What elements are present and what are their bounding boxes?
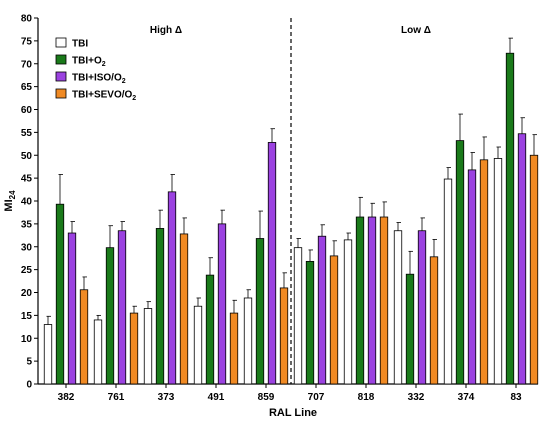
bar (529, 154, 539, 385)
bar (417, 230, 427, 385)
bar (393, 230, 403, 385)
bar (43, 324, 53, 385)
y-tick-label: 25 (21, 265, 33, 276)
bar (279, 287, 289, 385)
y-axis-title: MI24 (3, 190, 17, 212)
bar (179, 233, 189, 385)
x-tick-label: 332 (408, 392, 425, 403)
bar (467, 169, 477, 385)
bar (305, 260, 315, 385)
bar (343, 239, 353, 385)
region-label: Low Δ (401, 25, 431, 36)
y-tick-label: 65 (21, 82, 33, 93)
bar (93, 319, 103, 385)
legend-swatch (55, 71, 67, 82)
y-tick-label: 80 (21, 14, 33, 25)
x-tick-label: 707 (308, 392, 325, 403)
x-tick-label: 373 (158, 392, 175, 403)
bar (167, 191, 177, 385)
y-tick-label: 45 (21, 174, 33, 185)
y-tick-label: 20 (21, 288, 33, 299)
x-tick-label: 761 (108, 392, 125, 403)
bar (129, 312, 139, 385)
bar (67, 232, 77, 385)
bar (443, 178, 453, 385)
bar (117, 230, 127, 385)
bar (79, 289, 89, 385)
x-tick-label: 491 (208, 392, 225, 403)
bar (155, 228, 165, 385)
bar (55, 203, 65, 385)
y-tick-label: 10 (21, 334, 33, 345)
x-tick-label: 382 (58, 392, 75, 403)
bar (243, 297, 253, 385)
y-tick-label: 15 (21, 311, 33, 322)
legend-swatch (55, 37, 67, 48)
bar (105, 247, 115, 385)
bar (329, 255, 339, 385)
labels: 0 5 10 15 20 25 30 35 40 45 50 55 60 65 70 75 80 MI24 RAL … (3, 14, 522, 420)
bar (317, 235, 327, 385)
bar (255, 238, 265, 385)
x-axis-title: RAL Line (269, 407, 317, 419)
legend-label: TBI+SEVO/O2 (72, 90, 136, 103)
x-tick-label: 83 (510, 392, 522, 403)
legend-label: TBI (72, 39, 88, 50)
y-tick-label: 30 (21, 242, 33, 253)
y-tick-label: 40 (21, 197, 33, 208)
x-tick-label: 818 (358, 392, 375, 403)
legend-swatch (55, 88, 67, 99)
bars (43, 37, 539, 385)
bar (367, 216, 377, 385)
bar (379, 216, 389, 385)
y-tick-label: 35 (21, 219, 33, 230)
legend: TBI TBI+O2 TBI+ISO/O2 TBI+SEVO/O2 (55, 37, 136, 103)
bar (267, 142, 277, 385)
bar (293, 247, 303, 385)
bar (505, 52, 515, 385)
bar (517, 133, 527, 385)
region-label: High Δ (150, 25, 182, 36)
bar (493, 158, 503, 385)
legend-label: TBI+O2 (72, 56, 106, 69)
y-tick-label: 60 (21, 105, 33, 116)
bar (217, 223, 227, 385)
y-tick-label: 5 (26, 357, 32, 368)
bar (455, 140, 465, 385)
bar (405, 273, 415, 385)
bar (193, 305, 203, 385)
bar (143, 308, 153, 385)
y-tick-label: 55 (21, 128, 33, 139)
y-tick-label: 50 (21, 151, 33, 162)
bar (479, 159, 489, 385)
x-tick-label: 859 (258, 392, 275, 403)
legend-label: TBI+ISO/O2 (72, 73, 126, 86)
y-tick-label: 70 (21, 59, 33, 70)
bar (429, 256, 439, 385)
y-tick-label: 0 (26, 380, 32, 391)
bar (229, 312, 239, 385)
legend-swatch (55, 54, 67, 65)
y-tick-label: 75 (21, 36, 33, 47)
bar (355, 216, 365, 385)
x-tick-label: 374 (458, 392, 475, 403)
bar (205, 274, 215, 385)
